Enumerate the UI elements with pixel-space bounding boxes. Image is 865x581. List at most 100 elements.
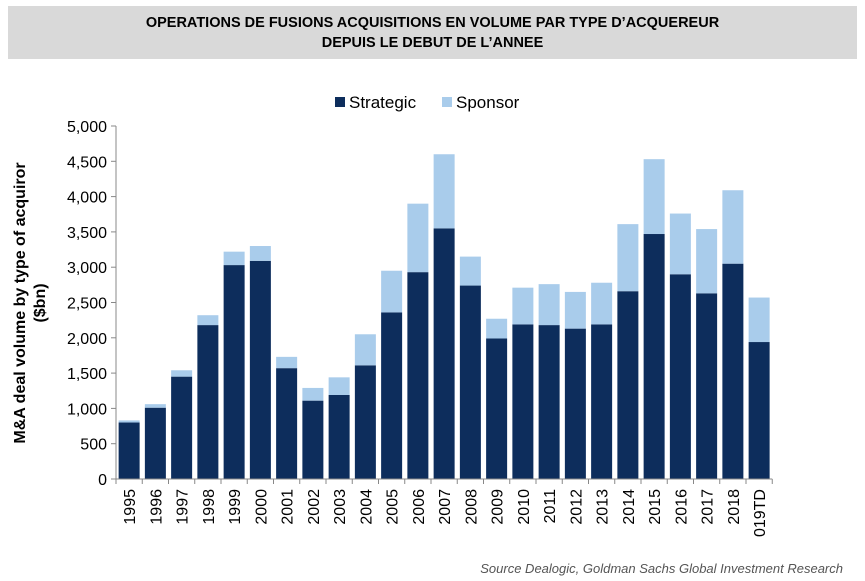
bar-strategic	[433, 228, 455, 479]
y-tick-label: 0	[98, 472, 107, 489]
bar-strategic	[354, 365, 376, 479]
x-tick-label: 1999	[227, 489, 244, 525]
y-axis-label-line-2: ($bn)	[32, 283, 49, 322]
x-tick-label: 1995	[122, 489, 139, 525]
bar-strategic	[302, 400, 324, 479]
bar-sponsor	[328, 377, 350, 395]
chart-legend: Strategic Sponsor	[335, 93, 520, 112]
bar-strategic	[591, 324, 613, 479]
bar-strategic	[643, 234, 665, 479]
y-tick-label: 500	[80, 437, 107, 454]
bar-sponsor	[722, 190, 744, 264]
bar-strategic	[144, 407, 166, 479]
x-tick-label: 2013	[595, 489, 612, 525]
bar-strategic	[223, 265, 245, 479]
x-tick-label: 019TD	[752, 489, 769, 537]
bar-sponsor	[486, 318, 508, 339]
bar-strategic	[696, 293, 718, 479]
legend-swatch-sponsor	[442, 97, 452, 107]
x-tick-label: 2017	[700, 489, 717, 525]
bar-sponsor	[459, 256, 481, 286]
bar-strategic	[118, 422, 140, 479]
x-axis: 1995 1996 1997 1998 1999 2000 2001 2002 2003 2004…	[115, 478, 773, 537]
y-tick-label: 4,000	[67, 190, 107, 207]
x-tick-label: 2008	[463, 489, 480, 525]
y-tick-label: 3,500	[67, 225, 107, 242]
y-axis-label: M&A deal volume by type of acquiror ($bn)	[12, 162, 49, 443]
bar-sponsor	[538, 284, 560, 326]
bar-strategic	[564, 328, 586, 479]
x-tick-label: 2000	[253, 489, 270, 525]
legend-swatch-strategic	[335, 97, 345, 107]
chart-title-line-1: OPERATIONS DE FUSIONS ACQUISITIONS EN VO…	[145, 15, 720, 31]
bar-sponsor	[564, 291, 586, 329]
bar-sponsor	[669, 213, 691, 275]
bar-strategic	[459, 285, 481, 479]
x-tick-label: 2006	[411, 489, 428, 525]
x-tick-label: 2012	[568, 489, 585, 525]
y-tick-label: 1,000	[67, 401, 107, 418]
bar-strategic	[748, 342, 770, 479]
x-tick-label: 2005	[385, 489, 402, 525]
bar-strategic	[512, 324, 534, 479]
bar-sponsor	[171, 370, 193, 377]
y-tick-label: 3,000	[67, 260, 107, 277]
bar-sponsor	[643, 159, 665, 235]
x-tick-label: 2002	[306, 489, 323, 525]
bar-sponsor	[617, 224, 639, 292]
x-tick-label: 1997	[175, 489, 192, 525]
y-tick-label: 2,500	[67, 296, 107, 313]
source-note: Source Dealogic, Goldman Sachs Global In…	[480, 561, 843, 576]
bar-sponsor	[407, 203, 429, 273]
bar-sponsor	[144, 404, 166, 408]
y-axis-label-line-1: M&A deal volume by type of acquiror	[12, 162, 29, 443]
bar-strategic	[328, 394, 350, 479]
x-tick-label: 2009	[490, 489, 507, 525]
bar-series	[118, 154, 770, 479]
bar-sponsor	[512, 287, 534, 325]
x-tick-label: 2015	[647, 489, 664, 525]
bar-sponsor	[118, 420, 140, 423]
bar-strategic	[249, 260, 271, 479]
chart-title-banner: OPERATIONS DE FUSIONS ACQUISITIONS EN VO…	[8, 6, 857, 59]
x-tick-label: 2011	[542, 489, 559, 524]
legend-label-strategic: Strategic	[349, 93, 417, 112]
x-tick-label: 2010	[516, 489, 533, 525]
bar-strategic	[669, 274, 691, 479]
bar-sponsor	[381, 270, 403, 313]
bar-sponsor	[223, 251, 245, 266]
y-tick-label: 1,500	[67, 366, 107, 383]
bar-sponsor	[302, 387, 324, 401]
x-tick-label: 1998	[201, 489, 218, 525]
y-tick-label: 5,000	[67, 119, 107, 136]
y-tick-label: 2,000	[67, 331, 107, 348]
y-axis: 0 500 1,000 1,500 2,000 2,500 3,000 3,500 4,000 4…	[67, 119, 117, 489]
bar-strategic	[722, 263, 744, 479]
bar-strategic	[538, 325, 560, 479]
bar-sponsor	[197, 315, 219, 326]
bar-strategic	[171, 376, 193, 479]
bar-sponsor	[748, 297, 770, 343]
bar-strategic	[276, 368, 298, 479]
y-tick-label: 4,500	[67, 154, 107, 171]
x-tick-label: 1996	[148, 489, 165, 525]
bar-strategic	[486, 338, 508, 479]
x-tick-label: 2001	[280, 489, 297, 525]
bar-sponsor	[249, 246, 271, 261]
bar-strategic	[197, 325, 219, 479]
x-tick-label: 2004	[358, 489, 375, 525]
bar-strategic	[617, 291, 639, 479]
bar-strategic	[407, 272, 429, 479]
bar-sponsor	[354, 334, 376, 366]
x-tick-label: 2007	[437, 489, 454, 525]
chart-title-line-2: DEPUIS LE DEBUT DE L’ANNEE	[321, 35, 544, 51]
x-tick-label: 2003	[332, 489, 349, 525]
bar-sponsor	[696, 229, 718, 294]
x-tick-label: 2018	[726, 489, 743, 525]
bar-sponsor	[433, 154, 455, 229]
x-tick-label: 2016	[673, 489, 690, 525]
bar-strategic	[381, 312, 403, 479]
x-tick-label: 2014	[621, 489, 638, 525]
bar-sponsor	[591, 282, 613, 325]
